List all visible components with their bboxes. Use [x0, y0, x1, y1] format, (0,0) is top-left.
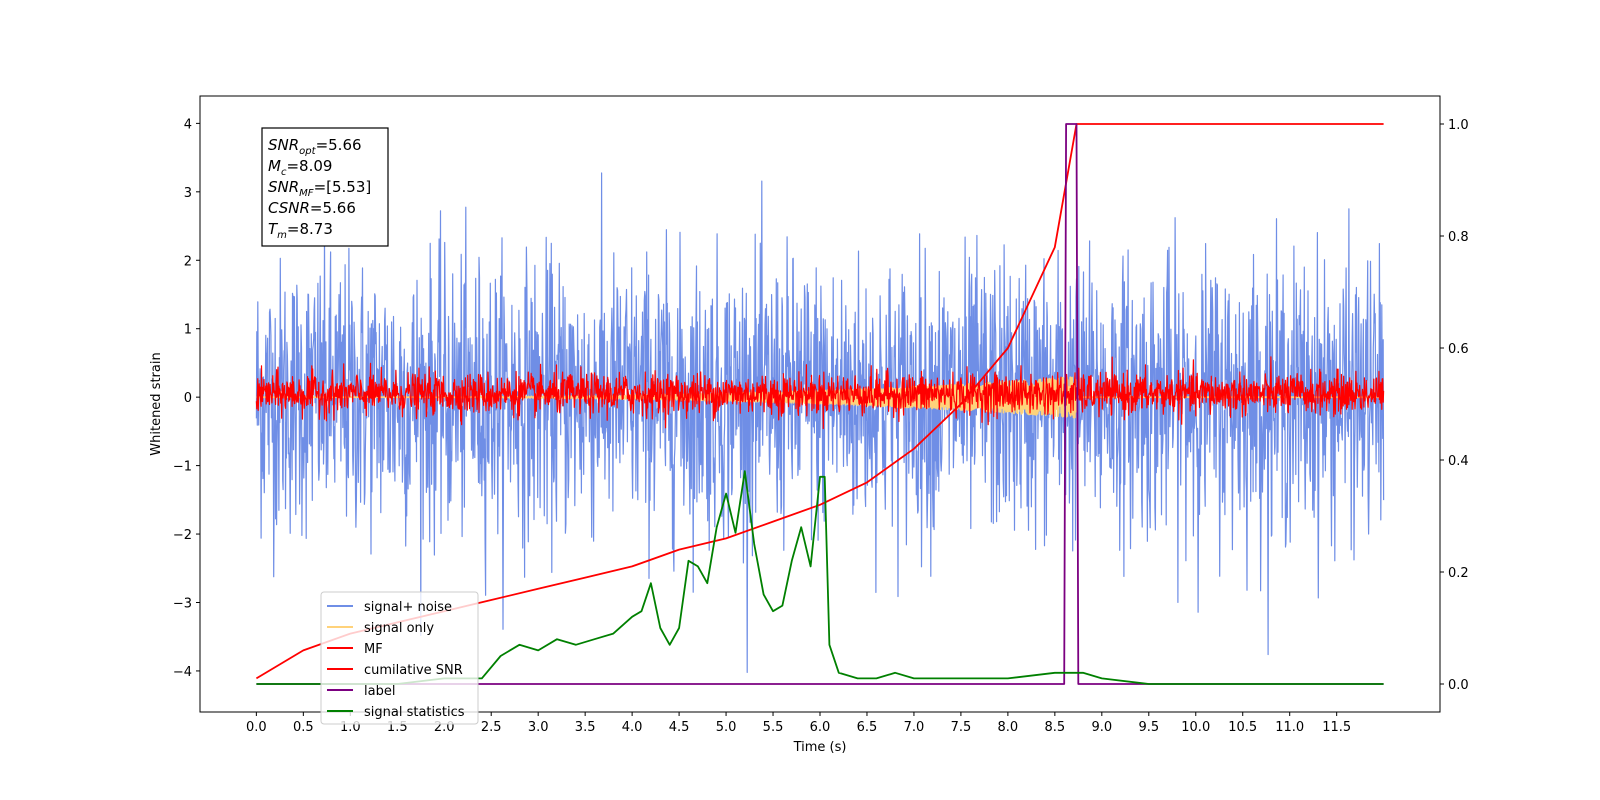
x-tick-label: 5.5 — [763, 720, 784, 735]
series-signal-noise — [255, 172, 1385, 674]
y2-tick-label: 1.0 — [1448, 118, 1469, 133]
annotation-line: Mc=8.09 — [268, 157, 332, 178]
y-axis-label: Whitened strain — [149, 352, 164, 455]
y-tick-label: 3 — [184, 186, 192, 201]
x-tick-label: 2.5 — [481, 720, 502, 735]
annotation-line: CSNR=5.66 — [268, 199, 356, 217]
x-tick-label: 0.0 — [246, 720, 267, 735]
y2-tick-label: 0.2 — [1448, 566, 1469, 581]
x-tick-label: 4.5 — [669, 720, 690, 735]
x-axis: 0.0 0.5 1.0 1.5 2.0 2.5 3.0 3.5 4.0 4.5 5.0 5.5 6.0 6… — [246, 712, 1351, 735]
y-tick-label: −4 — [173, 665, 192, 680]
x-tick-label: 4.0 — [622, 720, 643, 735]
y2-tick-label: 0.0 — [1448, 678, 1469, 693]
annotation-line: SNRopt=5.66 — [268, 136, 362, 157]
legend-frame — [320, 591, 479, 725]
y-tick-label: −1 — [173, 460, 192, 475]
x-tick-label: 11.0 — [1275, 720, 1304, 735]
y-tick-label: 1 — [184, 323, 192, 338]
x-tick-label: 10.0 — [1181, 720, 1210, 735]
series-signal-statistics — [256, 470, 1384, 685]
legend-label: cumilative SNR — [364, 663, 463, 678]
annotation-line: SNRMF=[5.53] — [268, 178, 371, 199]
x-tick-label: 7.0 — [904, 720, 925, 735]
x-tick-label: 8.5 — [1045, 720, 1066, 735]
legend-label: label — [364, 684, 395, 699]
x-tick-label: 11.5 — [1322, 720, 1351, 735]
y-axis-left: 4 3 2 1 0 −1 −2 −3 −4 — [173, 117, 200, 680]
x-axis-label: Time (s) — [793, 740, 847, 755]
y-tick-label: 2 — [184, 254, 192, 269]
legend-label: signal+ noise — [364, 600, 452, 615]
y-tick-label: −2 — [173, 528, 192, 543]
x-tick-label: 7.5 — [951, 720, 972, 735]
x-tick-label: 9.0 — [1091, 720, 1112, 735]
x-tick-label: 9.5 — [1138, 720, 1159, 735]
legend-label: MF — [364, 642, 383, 657]
series-mf — [255, 356, 1385, 430]
annotation-line: Tm=8.73 — [268, 220, 333, 241]
x-tick-label: 6.5 — [857, 720, 878, 735]
x-tick-label: 5.0 — [716, 720, 737, 735]
x-tick-label: 3.0 — [528, 720, 549, 735]
legend-label: signal only — [364, 621, 434, 636]
legend-label: signal statistics — [364, 705, 465, 720]
y2-tick-label: 0.6 — [1448, 342, 1469, 357]
series-label — [256, 123, 1384, 685]
y-axis-right: 1.0 0.8 0.6 0.4 0.2 0.0 — [1440, 118, 1469, 693]
y-tick-label: −3 — [173, 596, 192, 611]
y-tick-label: 0 — [184, 391, 192, 406]
y2-tick-label: 0.8 — [1448, 230, 1469, 245]
x-tick-label: 3.5 — [575, 720, 596, 735]
x-tick-label: 8.0 — [998, 720, 1019, 735]
annotation-frame — [261, 127, 389, 247]
y-tick-label: 4 — [184, 117, 192, 132]
x-tick-label: 0.5 — [293, 720, 314, 735]
x-tick-label: 10.5 — [1228, 720, 1257, 735]
y2-tick-label: 0.4 — [1448, 454, 1469, 469]
legend: signal+ noise signal only MF cumilative SNR… — [320, 591, 479, 725]
x-tick-label: 6.0 — [810, 720, 831, 735]
